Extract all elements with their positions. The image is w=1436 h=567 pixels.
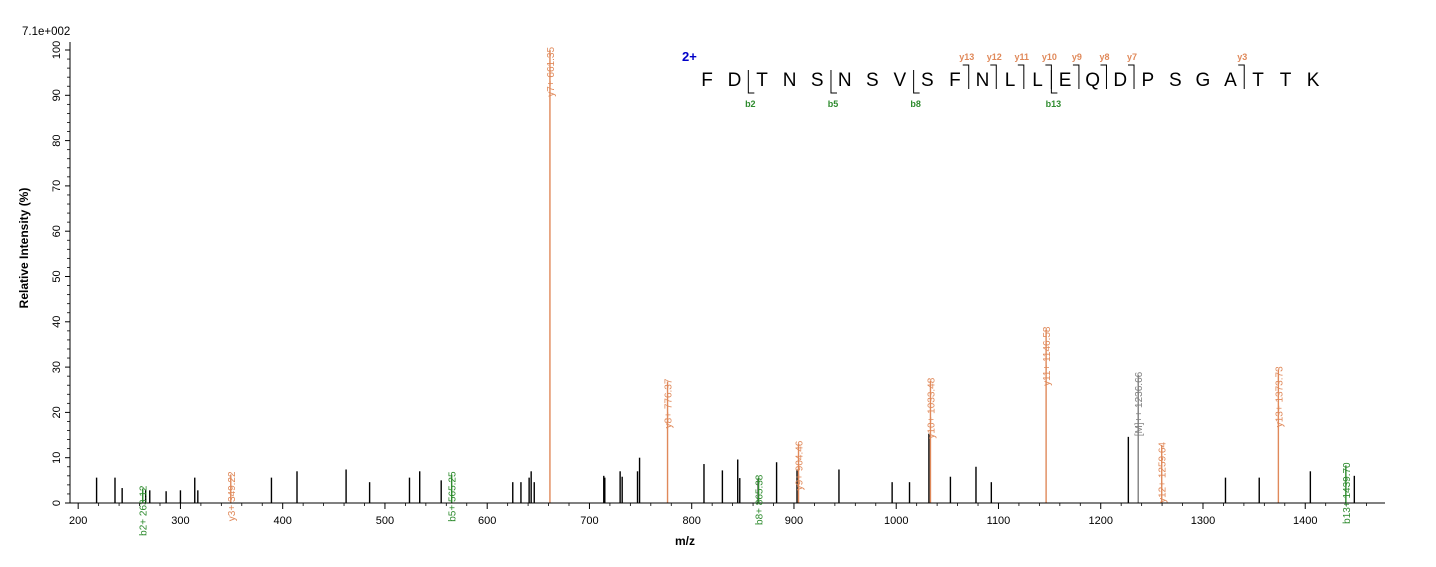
y-tick-label: 80 [51, 134, 63, 146]
b-ion-label: b2 [745, 99, 756, 109]
sequence-residue: A [1224, 70, 1237, 91]
b-ion-bracket [830, 70, 837, 94]
sequence-residue: S [811, 70, 824, 91]
y-ion-label: y11 [1015, 52, 1030, 62]
x-tick-label: 1000 [884, 515, 908, 527]
sequence-residue: F [949, 70, 961, 91]
sequence-residue: D [1113, 70, 1127, 91]
sequence-residue: D [728, 70, 742, 91]
b-ion-label: b13 [1046, 99, 1062, 109]
sequence-residue: N [976, 70, 990, 91]
y-tick-label: 30 [51, 361, 63, 373]
sequence-residue: Q [1085, 70, 1100, 91]
y-tick-label: 0 [51, 500, 63, 506]
peak-label: b8+ 865.38 [755, 474, 766, 525]
y-ion-label: y8 [1099, 52, 1109, 62]
sequence-residue: E [1059, 70, 1072, 91]
y-ion-label: y7 [1127, 52, 1137, 62]
b-ion-label: b8 [910, 99, 921, 109]
y-ion-bracket [1045, 64, 1052, 89]
y-ion-bracket [990, 64, 997, 89]
y-tick-label: 70 [51, 180, 63, 192]
sequence-residue: S [921, 70, 934, 91]
x-tick-label: 400 [274, 515, 292, 527]
y-ion-label: y10 [1042, 52, 1057, 62]
y-tick-label: 50 [51, 270, 63, 282]
y-tick-label: 40 [51, 316, 63, 328]
y-tick-label: 60 [51, 225, 63, 237]
sequence-residue: N [783, 70, 797, 91]
y-ion-label: y12 [987, 52, 1002, 62]
y-ion-bracket [1238, 64, 1245, 89]
y-ion-bracket [1100, 64, 1107, 89]
y-ion-bracket [962, 64, 970, 89]
sequence-residue: T [1280, 70, 1292, 91]
sequence-residue: L [1032, 70, 1043, 91]
sequence-residue: G [1196, 70, 1211, 91]
y-ion-bracket [1072, 64, 1080, 89]
x-tick-label: 1400 [1293, 515, 1317, 527]
peak-label: y3+ 349.22 [227, 471, 238, 521]
y-tick-label: 100 [51, 41, 63, 59]
sequence-residue: T [756, 70, 768, 91]
y-tick-label: 90 [51, 89, 63, 101]
y-axis-title: Relative Intensity (%) [17, 188, 31, 309]
x-tick-label: 900 [785, 515, 803, 527]
sequence-residue: N [838, 70, 852, 91]
sequence-residue: F [701, 70, 713, 91]
x-tick-label: 800 [683, 515, 701, 527]
x-tick-label: 300 [171, 515, 189, 527]
peak-label: y10+ 1033.48 [926, 377, 937, 438]
y-ion-bracket [1128, 64, 1135, 89]
b-ion-bracket [913, 70, 920, 94]
x-axis-title: m/z [675, 534, 695, 548]
peak-label: b13+ 1439.70 [1342, 462, 1353, 524]
peak-label: [M]++ 1236.66 [1134, 371, 1145, 436]
y-ticks: 0 10 20 30 40 50 60 70 80 90 100 [51, 41, 70, 506]
x-tick-label: 200 [69, 515, 87, 527]
x-tick-label: 1300 [1191, 515, 1215, 527]
sequence-residue: T [1252, 70, 1264, 91]
x-tick-label: 600 [478, 515, 496, 527]
x-tick-label: 500 [376, 515, 394, 527]
axes-layer [69, 42, 1385, 504]
y-ion-label: y13 [959, 52, 974, 62]
peak-label: y9+ 904.46 [795, 440, 806, 490]
peaks-layer [95, 50, 1356, 503]
x-tick-label: 1100 [987, 515, 1011, 527]
x-tick-label: 1200 [1088, 515, 1112, 527]
peak-label: y8+ 776.37 [664, 378, 675, 428]
peak-label: b2+ 263.12 [139, 485, 150, 536]
y-tick-label: 20 [51, 406, 63, 418]
charge-state-label: 2+ [682, 49, 697, 64]
sequence-residue: K [1307, 70, 1320, 91]
peak-labels-layer: b2+ 263.12 y3+ 349.22 b5+ 565.25 y7+ 661.35… [139, 47, 1353, 536]
sequence-residue: L [1005, 70, 1016, 91]
sequence-residue: P [1141, 70, 1154, 91]
sequence-residue: S [866, 70, 879, 91]
y-ion-bracket [1017, 64, 1025, 89]
x-tick-label: 700 [580, 515, 598, 527]
y-tick-label: 10 [51, 452, 63, 464]
x-ticks: 200 300 400 500 600 700 800 900 1000 1100 1200 1300… [69, 503, 1367, 527]
y-ion-label: y3 [1237, 52, 1247, 62]
sequence-residue: S [1169, 70, 1182, 91]
b-ion-label: b5 [828, 99, 839, 109]
sequence-residue: V [894, 70, 907, 91]
peak-label: y13+ 1373.73 [1274, 366, 1285, 427]
peak-label: y12+ 1259.64 [1158, 442, 1169, 503]
peak-label: y11+ 1146.58 [1042, 326, 1053, 386]
b-ion-bracket [747, 70, 755, 94]
b-ion-bracket [1050, 70, 1058, 94]
peak-label: b5+ 565.25 [448, 471, 459, 522]
y-ion-label: y9 [1072, 52, 1082, 62]
max-intensity-label: 7.1e+002 [22, 26, 70, 38]
peak-label: y7+ 661.35 [546, 47, 557, 97]
